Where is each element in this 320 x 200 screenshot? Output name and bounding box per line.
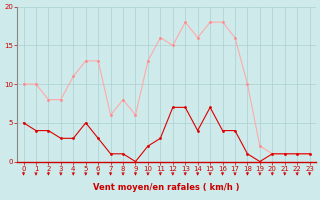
X-axis label: Vent moyen/en rafales ( km/h ): Vent moyen/en rafales ( km/h )	[93, 183, 240, 192]
